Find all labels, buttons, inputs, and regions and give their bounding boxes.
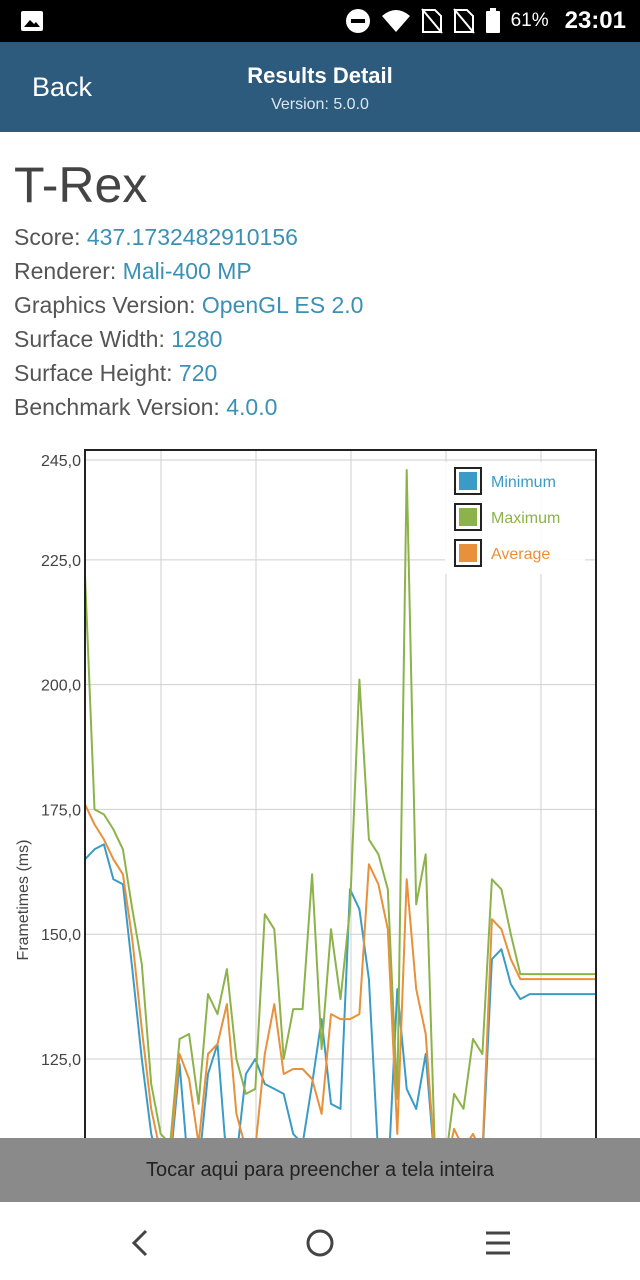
frametimes-chart-container: 245,0 225,0 200,0 175,0 150,0 125,0 Frametimes… (0, 440, 640, 1140)
page-title: Results Detail (247, 63, 393, 88)
no-sim-icon (420, 8, 443, 34)
navigation-bar (0, 1202, 640, 1280)
benchmark-name: T-Rex (14, 157, 148, 213)
legend-swatch-frame (454, 503, 482, 531)
wifi-icon (381, 10, 410, 32)
frametimes-chart: 245,0 225,0 200,0 175,0 150,0 125,0 Frametimes… (15, 449, 597, 1140)
clock: 23:01 (564, 7, 626, 34)
y-tick-label: 245,0 (41, 453, 81, 470)
plot-frame (84, 449, 597, 1140)
info-value: 720 (178, 360, 218, 386)
nav-back-icon[interactable] (124, 1226, 158, 1260)
status-bar: 61% 23:01 (0, 0, 640, 42)
info-label: Renderer: (14, 258, 123, 284)
y-tick-label: 175,0 (41, 802, 81, 819)
info-label: Surface Width: (14, 326, 172, 352)
info-row-benchmark-version: Benchmark Version: 4.0.0 (14, 390, 626, 424)
y-axis-label: Frametimes (ms) (15, 840, 32, 961)
series-line-minimum (84, 843, 596, 1140)
nav-home-icon[interactable] (303, 1226, 337, 1260)
info-label: Surface Height: (14, 360, 179, 386)
info-row-renderer: Renderer: Mali-400 MP (14, 254, 626, 288)
legend-label: Maximum (491, 510, 560, 527)
do-not-disturb-icon (345, 9, 370, 33)
series-line-average (84, 803, 596, 1140)
y-tick-label: 225,0 (41, 553, 81, 570)
app-bar: Back Results Detail Version: 5.0.0 (0, 42, 640, 132)
info-row-score: Score: 437.1732482910156 (14, 220, 626, 254)
info-row-graphics-version: Graphics Version: OpenGL ES 2.0 (14, 288, 626, 322)
legend-label: Average (491, 546, 550, 563)
battery-icon (485, 8, 500, 33)
results-content: T-Rex Score: 437.1732482910156 Renderer:… (14, 150, 626, 424)
back-button[interactable]: Back (32, 72, 93, 102)
info-value: Mali-400 MP (122, 258, 252, 284)
legend-swatch-frame (454, 539, 482, 567)
info-value: 4.0.0 (226, 394, 278, 420)
no-sim-icon-2 (452, 8, 475, 34)
legend-swatch (459, 544, 477, 562)
gallery-icon (21, 11, 43, 31)
info-row-surface-height: Surface Height: 720 (14, 356, 626, 390)
y-tick-label: 150,0 (41, 927, 81, 944)
info-label: Benchmark Version: (14, 394, 227, 420)
info-value: 1280 (171, 326, 223, 352)
info-label: Graphics Version: (14, 292, 202, 318)
info-row-surface-width: Surface Width: 1280 (14, 322, 626, 356)
battery-percent: 61% (510, 10, 549, 31)
legend-label: Minimum (491, 474, 556, 491)
info-value: OpenGL ES 2.0 (201, 292, 364, 318)
legend-swatch (459, 508, 477, 526)
nav-menu-icon[interactable] (481, 1226, 515, 1260)
version-subtitle: Version: 5.0.0 (271, 96, 369, 113)
fullscreen-prompt[interactable]: Tocar aqui para preencher a tela inteira (0, 1138, 640, 1202)
y-tick-label: 200,0 (41, 678, 81, 695)
info-value: 437.1732482910156 (86, 224, 298, 250)
series-line-maximum (84, 469, 596, 1140)
info-label: Score: (14, 224, 87, 250)
y-tick-label: 125,0 (41, 1052, 81, 1069)
legend-swatch-frame (454, 467, 482, 495)
legend-swatch (459, 472, 477, 490)
